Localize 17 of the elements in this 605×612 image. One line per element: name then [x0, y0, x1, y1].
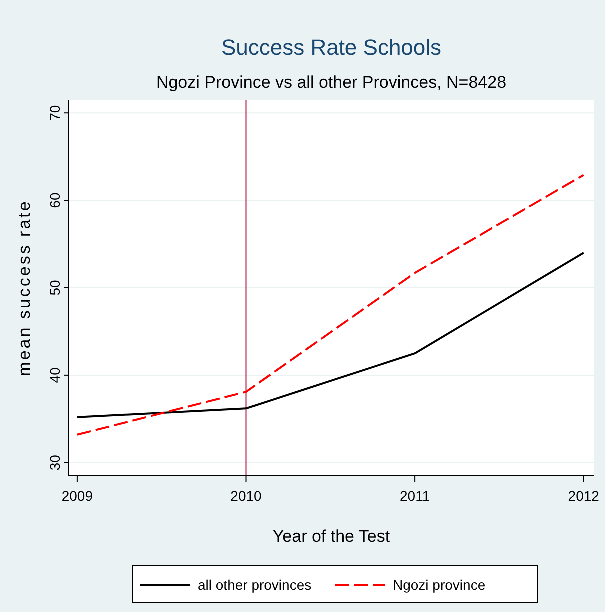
x-tick-label: 2011 — [400, 488, 430, 504]
y-tick-label: 40 — [47, 367, 63, 384]
y-tick-label: 30 — [47, 454, 63, 471]
legend-label: Ngozi province — [393, 577, 486, 593]
x-tick-label: 2012 — [568, 488, 600, 504]
y-tick-label: 70 — [47, 105, 63, 121]
y-tick-label: 50 — [47, 280, 63, 296]
line-series — [76, 252, 585, 418]
chart-subtitle: Ngozi Province vs all other Provinces, N=8428 — [156, 73, 507, 92]
x-axis-title: Year of the Test — [272, 527, 390, 546]
legend-label: all other provinces — [198, 577, 312, 593]
chart-title: Success Rate Schools — [221, 35, 442, 60]
x-tick-label: 2009 — [62, 488, 94, 504]
line-series — [76, 174, 585, 436]
x-tick-label: 2010 — [230, 488, 262, 504]
y-axis-title: mean success rate — [15, 200, 34, 376]
y-tick-label: 60 — [47, 192, 63, 208]
